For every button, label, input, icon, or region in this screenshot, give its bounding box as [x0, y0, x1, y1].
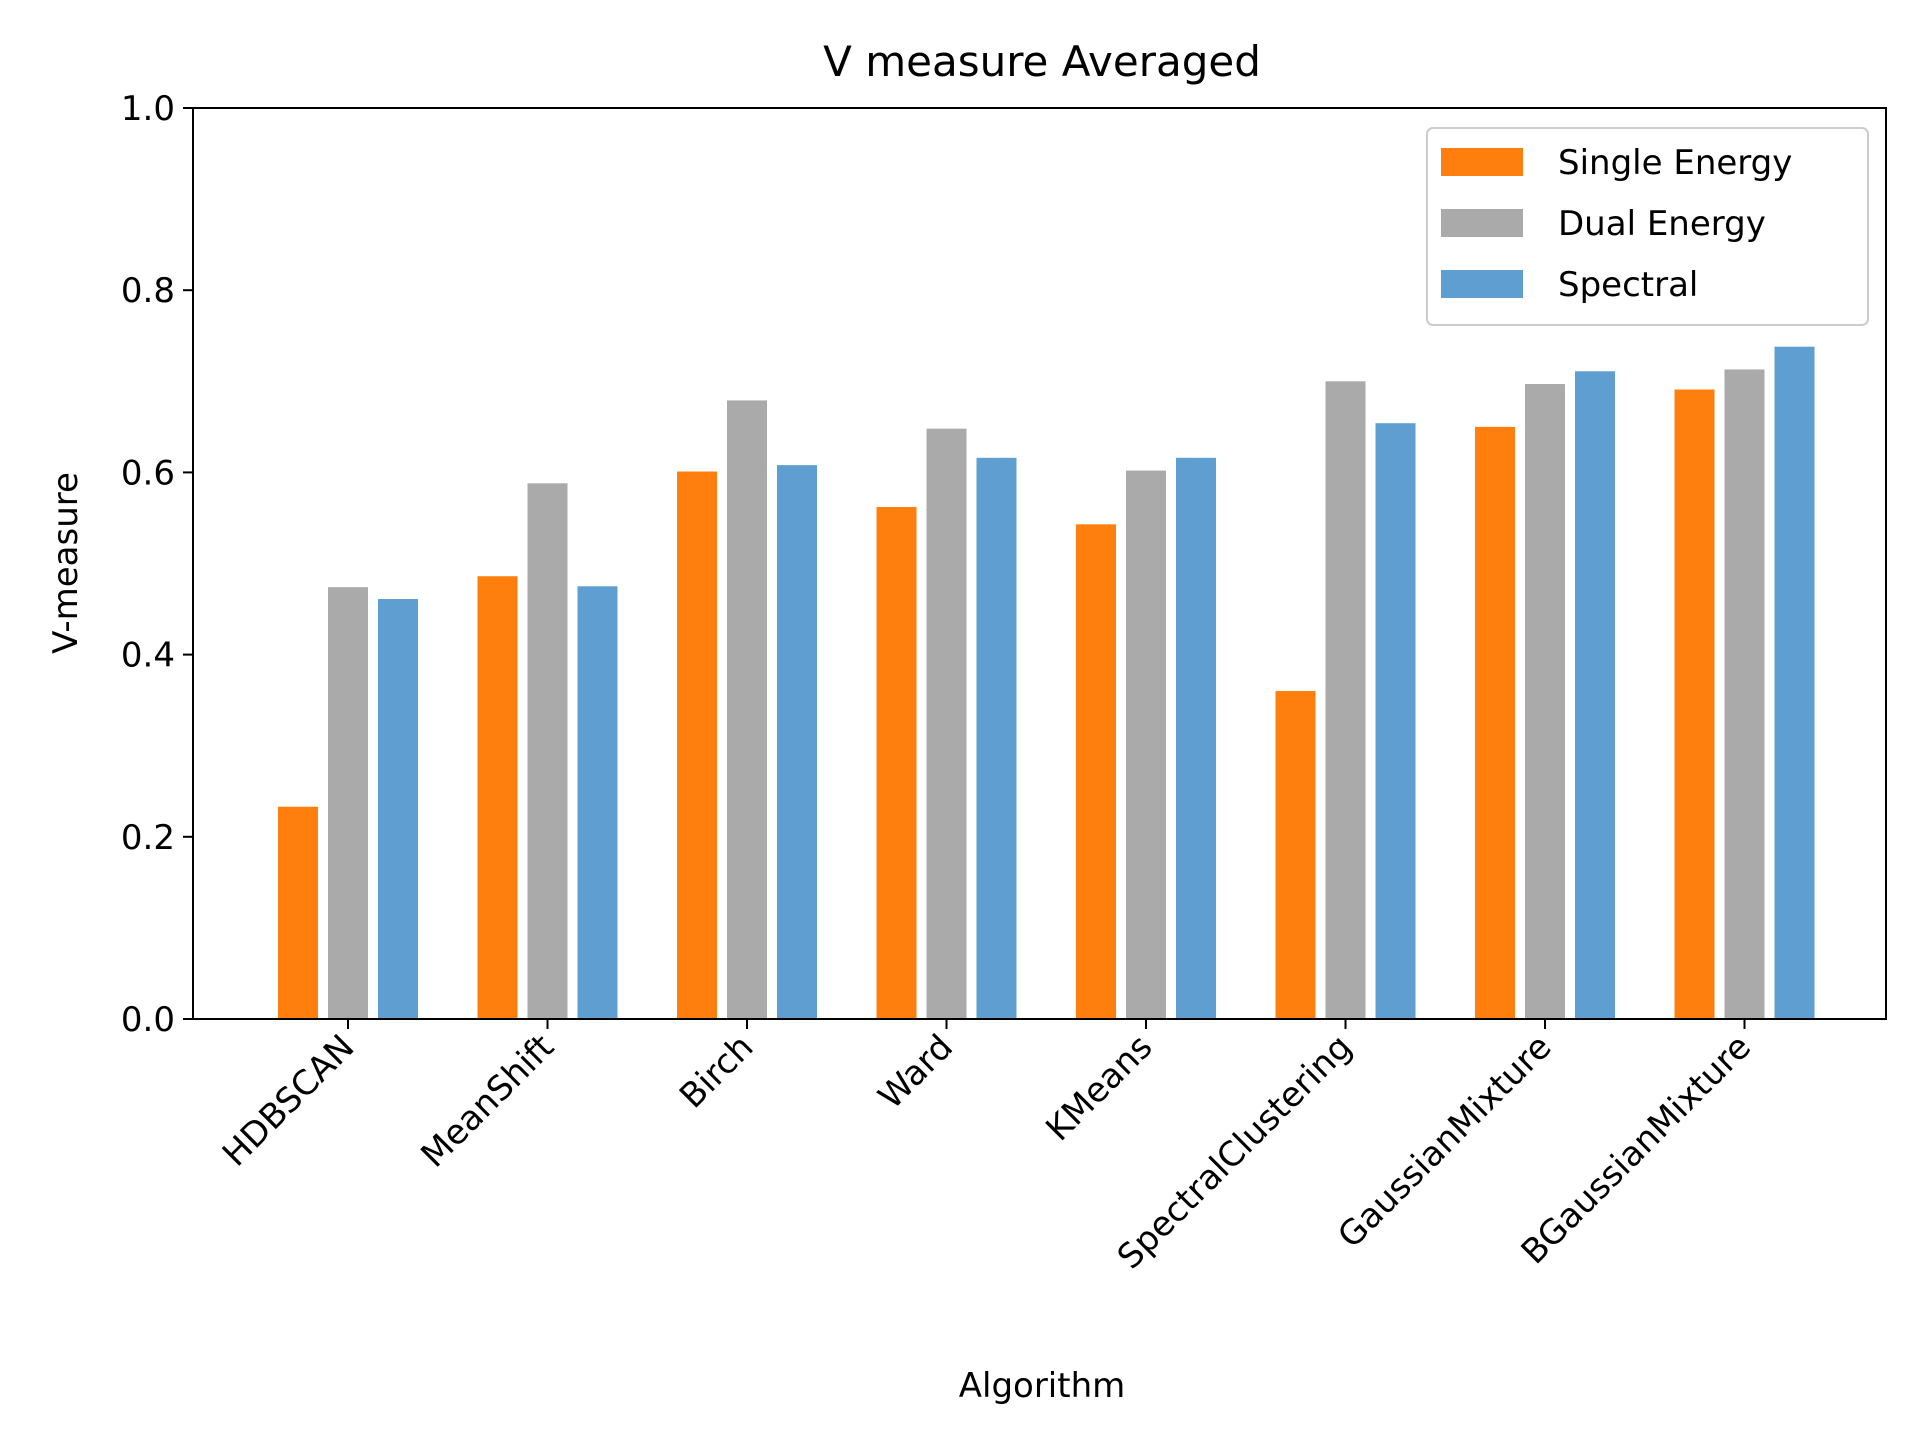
bar-spectral-hdbscan: [378, 599, 418, 1019]
y-tick-label-5: 1.0: [121, 89, 175, 129]
bar-single-energy-spectralclustering: [1275, 691, 1316, 1019]
y-tick-label-4: 0.8: [121, 271, 175, 311]
bars-group: [278, 346, 1815, 1020]
y-axis-label: V-measure: [46, 472, 86, 654]
legend-label-spectral: Spectral: [1558, 265, 1698, 305]
bar-single-energy-gaussianmixture: [1475, 426, 1515, 1020]
y-tick-label-3: 0.6: [121, 453, 175, 493]
bar-spectral-ward: [976, 457, 1017, 1019]
bar-spectral-bgaussianmixture: [1774, 346, 1815, 1019]
bar-dual-energy-bgaussianmixture: [1724, 369, 1765, 1020]
bar-single-energy-meanshift: [477, 576, 518, 1019]
plot-frame: [192, 107, 1887, 1020]
y-tick-label-2: 0.4: [121, 636, 175, 676]
legend-swatch-spectral: [1441, 270, 1523, 298]
legend-label-dual-energy: Dual Energy: [1558, 204, 1766, 244]
bar-spectral-spectralclustering: [1375, 423, 1416, 1020]
y-tick-label-1: 0.2: [121, 818, 175, 858]
bar-single-energy-kmeans: [1076, 524, 1116, 1019]
bar-dual-energy-kmeans: [1126, 470, 1166, 1020]
legend-label-single-energy: Single Energy: [1558, 143, 1792, 183]
bar-spectral-gaussianmixture: [1575, 371, 1615, 1019]
chart-title: V measure Averaged: [823, 37, 1261, 86]
bar-dual-energy-meanshift: [527, 483, 568, 1020]
x-axis-label: Algorithm: [959, 1366, 1126, 1406]
y-ticks-group: 0.0 0.2 0.4 0.6 0.8 1.0: [121, 89, 193, 1040]
bar-dual-energy-gaussianmixture: [1525, 384, 1565, 1019]
bar-dual-energy-ward: [926, 428, 967, 1019]
y-tick-label-0: 0.0: [121, 1000, 175, 1040]
legend-box: [1426, 127, 1869, 326]
bar-dual-energy-spectralclustering: [1325, 381, 1366, 1019]
bar-dual-energy-hdbscan: [328, 587, 368, 1019]
legend-swatch-dual-energy: [1441, 209, 1523, 237]
legend: Single Energy Dual Energy Spectral: [1426, 127, 1869, 326]
bar-spectral-meanshift: [577, 586, 618, 1019]
bar-single-energy-ward: [876, 507, 917, 1019]
bar-dual-energy-birch: [727, 400, 767, 1019]
bar-spectral-kmeans: [1176, 457, 1216, 1019]
bar-spectral-birch: [777, 465, 817, 1019]
legend-swatch-single-energy: [1441, 148, 1523, 176]
bar-single-energy-birch: [677, 471, 717, 1019]
bar-single-energy-hdbscan: [278, 806, 318, 1019]
bar-single-energy-bgaussianmixture: [1674, 389, 1715, 1019]
